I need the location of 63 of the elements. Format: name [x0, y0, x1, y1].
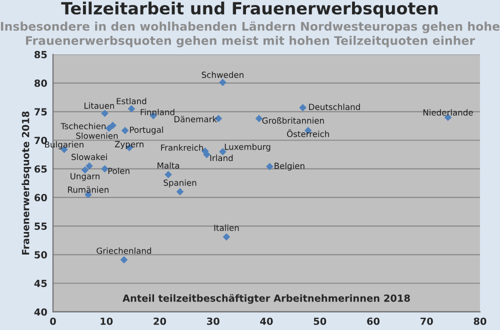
annotation: Portugal [130, 126, 163, 135]
annotation: Irland [210, 154, 233, 162]
annotation: Belgien [274, 162, 304, 171]
annotation: Österreich [287, 129, 329, 138]
chart-subtitle: Insbesondere in den wohlhabenden Ländern Nordwesteuropas gehen hohe Frauenerwerbsquoten gehen meist mit hohen Teilzeitquoten einher [1, 21, 500, 48]
y-tick-label: 65 [34, 165, 47, 173]
y-tick-label: 70 [34, 136, 47, 144]
y-tick-label: 75 [34, 108, 47, 116]
y-tick-label: 40 [34, 308, 47, 316]
y-tick-label: 55 [34, 222, 47, 230]
annotation: Italien [214, 224, 239, 232]
annotation: Slowenien [76, 132, 118, 139]
point [109, 122, 116, 130]
y-tick-label: 80 [34, 80, 47, 87]
annotation: Luxemburg [224, 143, 270, 152]
y-tick-label: 50 [34, 251, 47, 258]
annotation: Malta [158, 162, 180, 169]
x-tick-label: 10 [100, 318, 113, 325]
annotation: Finnland [140, 108, 174, 116]
annotation: Zypern [114, 141, 144, 149]
y-tick-label: 45 [34, 280, 47, 288]
point [222, 233, 230, 241]
annotation: Frankreich [161, 144, 204, 151]
point [299, 104, 306, 112]
point [86, 162, 93, 170]
point [176, 188, 184, 196]
annotation: Rumänien [68, 186, 108, 193]
point [101, 110, 108, 118]
y-axis-title: Frauenerwerbsquote 2018 [22, 111, 32, 255]
annotation: Tschechien [60, 122, 106, 130]
point [121, 126, 129, 134]
annotation: Slowakei [72, 154, 107, 160]
y-tick-label: 60 [34, 194, 47, 202]
annotation: Bulgarien [45, 141, 84, 150]
annotation: Dänemark [174, 116, 218, 122]
x-tick-label: 30 [207, 318, 220, 325]
annotation: Griechenland [96, 247, 152, 254]
x-tick-label: 20 [154, 318, 166, 325]
point [128, 105, 136, 112]
x-tick-label: 0 [50, 318, 56, 325]
point [266, 162, 274, 170]
annotation: Großbritannien [262, 117, 324, 124]
y-tick-label: 85 [34, 50, 47, 58]
x-tick-label: 40 [260, 318, 273, 325]
annotation: Niederlande [423, 109, 473, 116]
annotation: Polen [108, 168, 130, 174]
point [255, 114, 263, 122]
annotation: Litauen [84, 102, 114, 109]
point [101, 165, 108, 173]
x-tick-label: 80 [474, 318, 486, 325]
point [219, 78, 226, 86]
chart-title: Teilzeitarbeit und Frauenerwerbsquoten [61, 2, 438, 18]
x-axis-title: Anteil teilzeitbeschäftigter Arbeitnehmerinnen 2018 [122, 294, 410, 304]
annotation: Estland [116, 98, 146, 104]
annotation: Ungarn [70, 173, 100, 181]
x-tick-label: 50 [314, 318, 326, 325]
annotation: Spanien [164, 179, 196, 188]
annotation: Deutschland [309, 104, 360, 110]
x-tick-label: 60 [367, 318, 380, 325]
point [164, 170, 172, 178]
annotation: Schweden [202, 72, 244, 78]
x-tick-label: 70 [420, 318, 433, 325]
point [120, 256, 128, 264]
